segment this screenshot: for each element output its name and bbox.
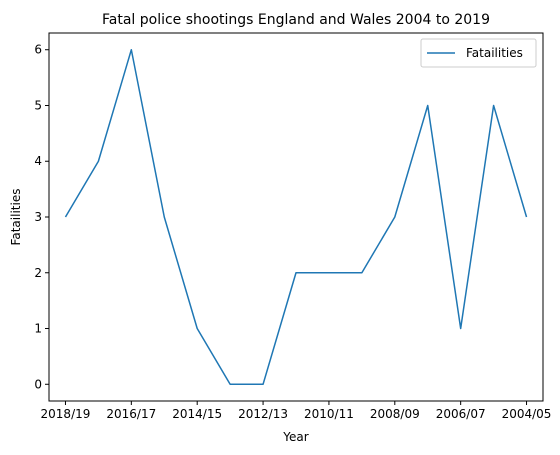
x-tick-label: 2016/17: [106, 407, 156, 421]
series-line: [65, 50, 526, 385]
x-axis: 2018/19 2016/17 2014/15 2012/13 2010/11 2008/…: [41, 401, 552, 421]
x-tick-label: 2004/05: [502, 407, 552, 421]
y-tick-label: 1: [34, 322, 42, 336]
chart-title: Fatal police shootings England and Wales…: [102, 12, 490, 28]
y-tick-label: 4: [34, 154, 42, 168]
y-tick-label: 3: [34, 210, 42, 224]
y-tick-label: 5: [34, 98, 42, 112]
y-tick-label: 6: [34, 43, 42, 57]
x-axis-label: Year: [282, 430, 308, 444]
x-tick-label: 2012/13: [238, 407, 288, 421]
x-tick-label: 2014/15: [172, 407, 222, 421]
x-tick-label: 2006/07: [436, 407, 486, 421]
y-tick-label: 0: [34, 377, 42, 391]
legend-label: Fatailities: [466, 46, 523, 60]
legend: Fatailities: [421, 39, 536, 67]
x-tick-label: 2018/19: [41, 407, 91, 421]
x-tick-label: 2008/09: [370, 407, 420, 421]
y-axis-label: Fatailities: [9, 189, 23, 246]
y-tick-label: 2: [34, 266, 42, 280]
x-tick-label: 2010/11: [304, 407, 354, 421]
series-group: [65, 50, 526, 385]
y-axis: 0 1 2 3 4 5 6: [34, 43, 49, 392]
plot-area: [49, 33, 543, 401]
